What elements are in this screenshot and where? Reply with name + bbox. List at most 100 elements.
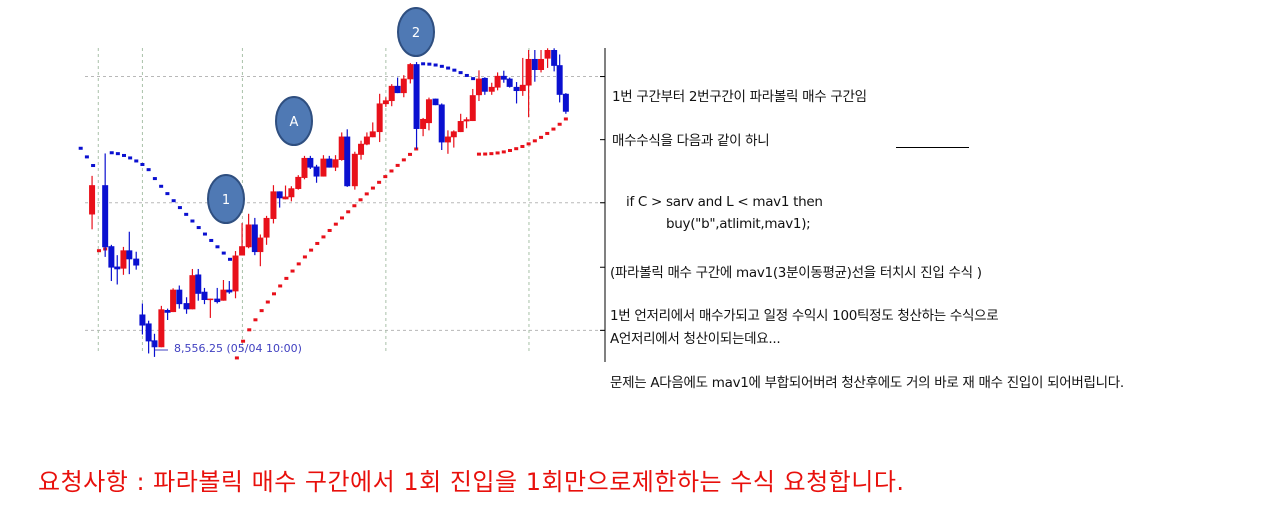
sar-dot <box>284 276 289 280</box>
candle-body <box>239 246 246 256</box>
sar-dot <box>433 63 438 67</box>
sar-dot <box>452 68 457 72</box>
candle-body <box>369 131 376 138</box>
svg-text:1: 1 <box>222 193 230 208</box>
sar-dot <box>228 257 232 261</box>
sar-dot <box>241 339 246 343</box>
candle-body <box>400 78 407 94</box>
sar-dot <box>253 318 258 322</box>
sar-dot <box>84 155 89 159</box>
sar-dot <box>146 168 151 172</box>
candle-body <box>195 274 202 294</box>
candle-body <box>551 50 558 66</box>
candle-body <box>344 136 351 187</box>
candle-body <box>251 224 258 253</box>
candle-body <box>226 289 233 293</box>
sar-dot <box>364 192 369 196</box>
sar-dot <box>446 66 451 70</box>
candle-body <box>438 104 445 143</box>
sar-dot <box>471 77 476 81</box>
sar-dot <box>501 150 506 154</box>
candle-body <box>158 309 165 348</box>
sar-dot <box>296 262 301 266</box>
candle-body <box>432 98 439 106</box>
svg-text:A: A <box>290 115 299 130</box>
candle-body <box>139 314 146 326</box>
candle-body <box>556 65 563 95</box>
candle-body <box>500 75 507 80</box>
candle-body <box>176 289 183 305</box>
sar-dot <box>290 269 295 273</box>
sar-dot <box>302 255 307 259</box>
candle-body <box>214 298 221 303</box>
sar-dot <box>78 146 83 150</box>
candle-body <box>114 266 121 270</box>
candle-body <box>544 50 551 59</box>
note-line-5: A언저리에서 청산이되는데요... <box>610 331 781 347</box>
candle-body <box>388 85 395 102</box>
sar-dot <box>421 62 426 66</box>
candle-body <box>207 298 214 301</box>
candle-body <box>444 136 451 143</box>
sar-dot <box>532 139 537 143</box>
marker-a: A <box>275 96 313 146</box>
sar-dot <box>557 122 562 126</box>
sar-dot <box>91 164 96 168</box>
candle-body <box>562 93 569 112</box>
sar-dot <box>370 186 375 190</box>
sar-dot <box>159 184 164 188</box>
sar-dot <box>352 204 357 208</box>
sar-dot <box>259 309 264 313</box>
candle-body <box>120 250 127 269</box>
note-line-4: 1번 언저리에서 매수가되고 일정 수익시 100틱정도 청산하는 수식으로 <box>610 308 999 324</box>
sar-dot <box>115 152 120 156</box>
candle-body <box>425 99 432 124</box>
candle-body <box>108 246 115 268</box>
sar-dot <box>315 241 320 245</box>
sar-dot <box>495 151 500 155</box>
candle-body <box>481 77 488 92</box>
candle-body <box>257 237 264 253</box>
note-line-1: 1번 구간부터 2번구간이 파라볼릭 매수 구간임 <box>612 89 867 105</box>
candle-body <box>307 157 314 168</box>
candle-body <box>519 84 526 92</box>
sar-dot <box>476 152 481 156</box>
candle-body <box>463 119 470 122</box>
sar-dot <box>196 226 201 230</box>
candle-body <box>488 86 495 92</box>
candle-body <box>407 64 414 80</box>
sar-dot <box>177 206 182 210</box>
sar-dot <box>221 251 226 255</box>
sar-dot <box>209 238 214 242</box>
candle-body <box>201 291 208 300</box>
underline-mark <box>896 147 969 148</box>
candle-body <box>313 166 320 177</box>
sar-dot <box>278 284 283 288</box>
candle-body <box>232 255 239 292</box>
candle-body <box>363 136 370 145</box>
sar-dot <box>346 210 351 214</box>
sar-dot <box>109 151 114 155</box>
sar-dot <box>508 148 512 152</box>
sar-dot <box>539 135 544 139</box>
sar-dot <box>464 73 469 77</box>
sar-dot <box>321 235 326 239</box>
parabolic-sar-dots <box>78 62 568 360</box>
sar-dot <box>401 158 406 162</box>
candle-body <box>494 75 501 88</box>
sar-dot <box>96 249 101 253</box>
sar-dot <box>526 142 531 146</box>
sar-dot <box>551 127 556 131</box>
candle-body <box>170 289 177 313</box>
candle-body <box>332 159 339 168</box>
candle-body <box>376 103 383 133</box>
svg-text:2: 2 <box>412 26 420 41</box>
sar-dot <box>383 175 388 179</box>
sar-dot <box>202 232 207 236</box>
code-line-2: buy("b",atlimit,mav1); <box>666 216 811 232</box>
candle-body <box>220 289 227 301</box>
sar-dot <box>520 144 525 148</box>
candle-body <box>506 78 513 87</box>
candle-body <box>531 58 538 70</box>
sar-dot <box>140 162 145 166</box>
